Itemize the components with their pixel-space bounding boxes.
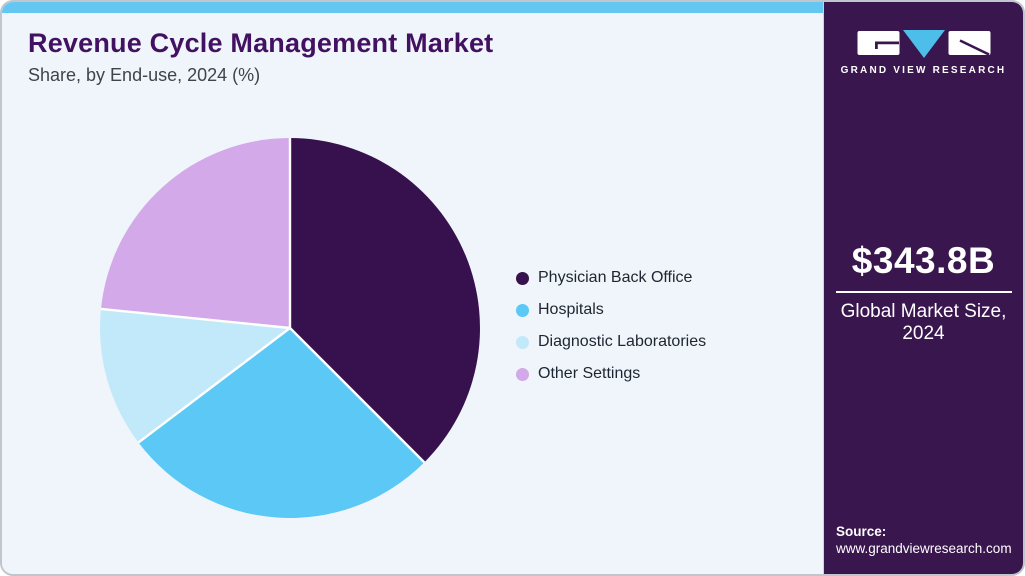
legend-label: Diagnostic Laboratories [538,333,707,350]
legend-dot-icon [516,335,529,349]
gvr-logo-icon [857,30,990,58]
divider [835,291,1012,293]
legend-label: Hospitals [538,301,604,318]
legend-label: Other Settings [538,365,641,382]
brand-sidebar: GRAND VIEW RESEARCH $343.8B Global Marke… [823,2,1023,574]
legend-item-physician-back-office: Physician Back Office [516,268,706,288]
source-block: Source: www.grandviewresearch.com [836,523,1012,558]
market-size-block: $343.8B Global Market Size, 2024 [824,240,1023,346]
legend: Physician Back Office Hospitals Diagnost… [516,268,706,384]
pie-chart-svg [100,138,480,518]
legend-item-hospitals: Hospitals [516,300,706,320]
header: Revenue Cycle Management Market Share, b… [2,13,823,86]
source-url: www.grandviewresearch.com [836,541,1012,557]
pie-slice-hospitals [138,328,425,518]
pie-chart [99,137,481,519]
brand-name: GRAND VIEW RESEARCH [840,65,1007,76]
pie-slice-physician-back-office [290,138,480,463]
market-size-value: $343.8B [851,240,996,281]
legend-dot-icon [516,303,529,317]
pie-slice-other-settings [100,138,290,328]
page-subtitle: Share, by End-use, 2024 (%) [28,65,261,85]
source-label: Source: [836,523,887,539]
page-title: Revenue Cycle Management Market [28,28,494,58]
brand-logo-block: GRAND VIEW RESEARCH [824,28,1023,76]
pie-slice-separator [100,307,291,330]
market-size-label: Global Market Size, 2024 [840,301,1007,345]
legend-label: Physician Back Office [538,269,693,286]
pie-slice-separator [137,327,291,444]
legend-item-diagnostic-laboratories: Diagnostic Laboratories [516,332,706,352]
legend-dot-icon [516,271,529,285]
top-accent-strip [2,2,823,13]
pie-slice-separator [289,327,426,464]
legend-dot-icon [516,367,529,381]
pie-slice-diagnostic-laboratories [100,308,290,443]
legend-item-other-settings: Other Settings [516,364,706,384]
chart-panel: Revenue Cycle Management Market Share, b… [2,2,823,574]
